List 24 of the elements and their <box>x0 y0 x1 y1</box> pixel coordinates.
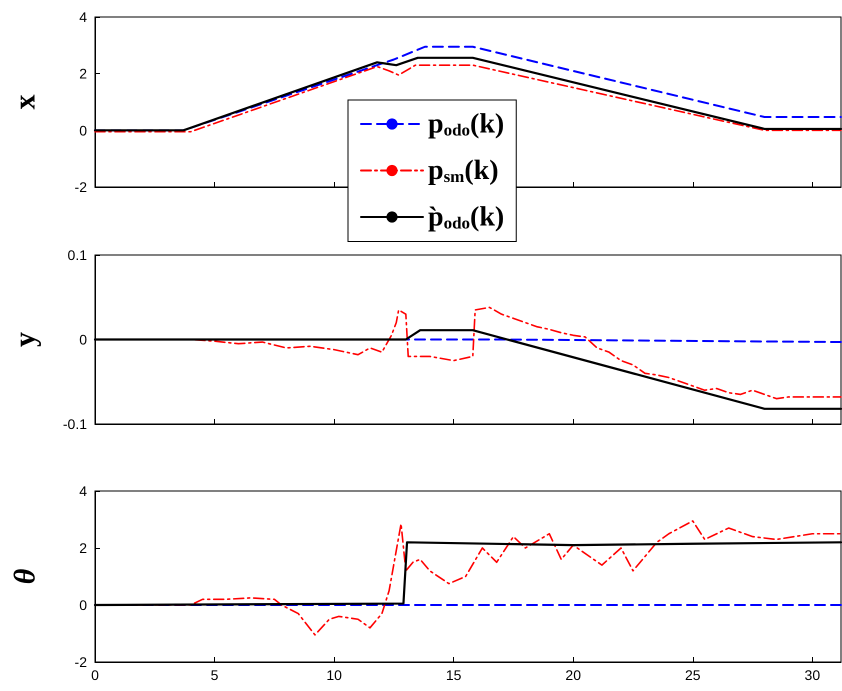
y-axis-title: θ <box>8 568 42 584</box>
y-tick-label: -0.1 <box>62 416 88 432</box>
y-tick-label: 2 <box>79 540 88 556</box>
y-tick-label: 0.1 <box>68 247 88 263</box>
y-tick-label: 0 <box>79 332 88 348</box>
legend-label: podo(k) <box>428 108 504 140</box>
x-tick-label: 20 <box>565 667 582 683</box>
x-tick-label: 10 <box>326 667 342 683</box>
y-tick-label: 0 <box>79 122 88 138</box>
y-tick-label: 2 <box>79 66 88 82</box>
x-tick-label: 30 <box>804 667 820 683</box>
legend-label: psm(k) <box>428 155 499 186</box>
x-tick-label: 15 <box>446 667 462 683</box>
x-tick-label: 25 <box>684 667 701 683</box>
y-axis-title: y <box>8 332 42 347</box>
y-tick-label: -2 <box>74 654 88 670</box>
y-tick-label: 0 <box>79 597 88 613</box>
x-tick-label: 0 <box>91 667 100 683</box>
legend-label: p̀odo(k) <box>428 202 504 232</box>
x-tick-label: 5 <box>210 667 219 683</box>
y-tick-label: 4 <box>79 9 88 25</box>
y-tick-label: 4 <box>79 483 88 499</box>
y-axis-title: x <box>8 94 42 110</box>
y-tick-label: -2 <box>74 179 88 195</box>
